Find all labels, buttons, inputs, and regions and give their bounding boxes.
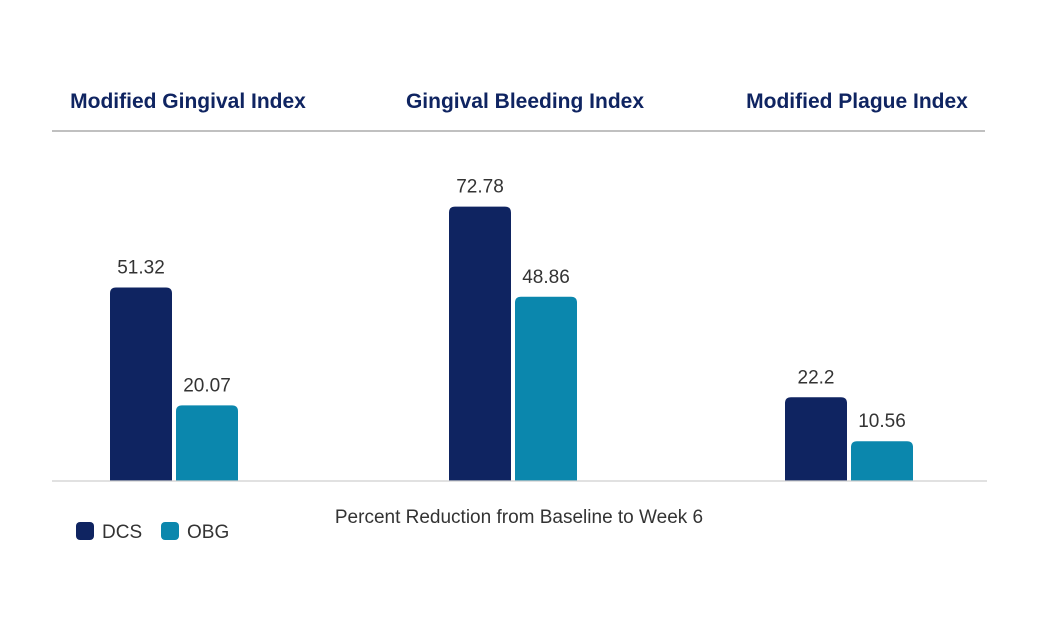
- x-axis-label: Percent Reduction from Baseline to Week …: [335, 507, 703, 528]
- bar-obg-modified-gingival-index: [176, 405, 238, 481]
- bar-dcs-modified-plague-index: [785, 397, 847, 481]
- bar-dcs-modified-gingival-index: [110, 287, 172, 481]
- value-label-obg-gingival-bleeding-index: 48.86: [522, 267, 570, 288]
- value-label-dcs-gingival-bleeding-index: 72.78: [456, 177, 504, 198]
- legend-label-obg: OBG: [187, 522, 229, 543]
- bar-dcs-gingival-bleeding-index: [449, 206, 511, 482]
- bar-obg-gingival-bleeding-index: [515, 296, 577, 481]
- bar-obg-modified-plague-index: [851, 441, 913, 481]
- legend-swatch-obg: [161, 522, 179, 540]
- value-label-dcs-modified-plague-index: 22.2: [798, 367, 835, 388]
- value-label-dcs-modified-gingival-index: 51.32: [117, 258, 165, 279]
- value-labels: 51.32 20.07 72.78 48.86 22.2 10.56: [117, 177, 906, 433]
- group-titles: Modified Gingival Index Gingival Bleeding…: [70, 90, 968, 113]
- value-label-obg-modified-plague-index: 10.56: [858, 411, 906, 432]
- bars: [110, 206, 913, 482]
- legend-swatch-dcs: [76, 522, 94, 540]
- legend-label-dcs: DCS: [102, 522, 142, 543]
- group-title-modified-gingival-index: Modified Gingival Index: [70, 90, 306, 113]
- value-label-obg-modified-gingival-index: 20.07: [183, 375, 231, 396]
- group-title-gingival-bleeding-index: Gingival Bleeding Index: [406, 90, 644, 113]
- group-title-modified-plague-index: Modified Plague Index: [746, 90, 968, 113]
- legend: DCS OBG: [76, 522, 229, 543]
